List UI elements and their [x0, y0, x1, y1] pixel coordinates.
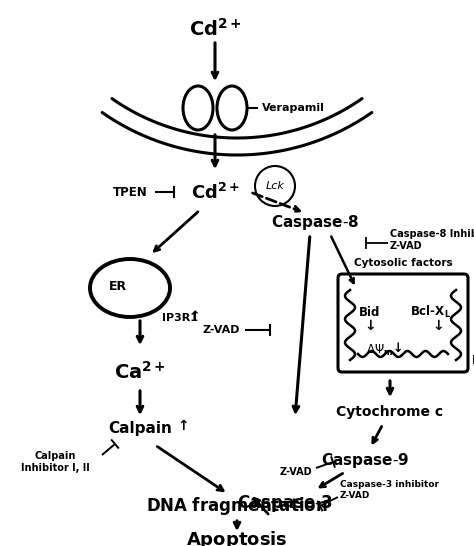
Text: Caspase-8 Inhibitor
Z-VAD: Caspase-8 Inhibitor Z-VAD: [390, 229, 474, 251]
Text: ↑: ↑: [190, 310, 200, 323]
Text: Verapamil: Verapamil: [262, 103, 325, 113]
Text: TPEN: TPEN: [113, 186, 148, 199]
Text: $\mathbf{Cd^{2+}}$: $\mathbf{Cd^{2+}}$: [189, 18, 241, 40]
Text: $\Delta\Psi_\mathbf{m}$: $\Delta\Psi_\mathbf{m}$: [366, 342, 393, 358]
Text: Lck: Lck: [265, 181, 284, 191]
Text: ↓: ↓: [432, 319, 444, 333]
Text: Calpain: Calpain: [108, 420, 172, 436]
Text: $\mathbf{DNA\ fragmentation}$: $\mathbf{DNA\ fragmentation}$: [146, 495, 328, 517]
Text: Bid: Bid: [359, 306, 381, 318]
Text: Cytosolic factors: Cytosolic factors: [354, 258, 452, 268]
Text: IP3R1: IP3R1: [162, 313, 198, 323]
Text: $\mathbf{Caspase\text{-}3}$: $\mathbf{Caspase\text{-}3}$: [237, 494, 333, 514]
Text: Caspase-3 inhibitor
Z-VAD: Caspase-3 inhibitor Z-VAD: [340, 480, 439, 500]
Text: Mit: Mit: [472, 353, 474, 366]
Text: Cytochrome c: Cytochrome c: [337, 405, 444, 419]
Text: $\mathbf{Caspase\text{-}9}$: $\mathbf{Caspase\text{-}9}$: [321, 450, 409, 470]
Text: Z-VAD: Z-VAD: [279, 467, 312, 477]
Text: ↓: ↓: [393, 341, 403, 354]
Text: Z-VAD: Z-VAD: [202, 325, 240, 335]
Text: ↓: ↓: [364, 319, 376, 333]
Text: $\mathbf{Apoptosis}$: $\mathbf{Apoptosis}$: [186, 529, 288, 546]
Text: $\mathbf{Ca^{2+}}$: $\mathbf{Ca^{2+}}$: [114, 361, 166, 383]
Text: Bcl-X$_\mathbf{L}$: Bcl-X$_\mathbf{L}$: [410, 304, 450, 320]
Text: $\mathbf{Cd^{2+}}$: $\mathbf{Cd^{2+}}$: [191, 183, 239, 203]
Text: Calpain
Inhibitor I, II: Calpain Inhibitor I, II: [21, 451, 90, 473]
Text: ER: ER: [109, 280, 127, 293]
Ellipse shape: [183, 86, 213, 130]
Text: $\mathbf{Caspase\text{-}8}$: $\mathbf{Caspase\text{-}8}$: [271, 212, 359, 232]
Text: ↑: ↑: [177, 419, 189, 433]
Ellipse shape: [217, 86, 247, 130]
